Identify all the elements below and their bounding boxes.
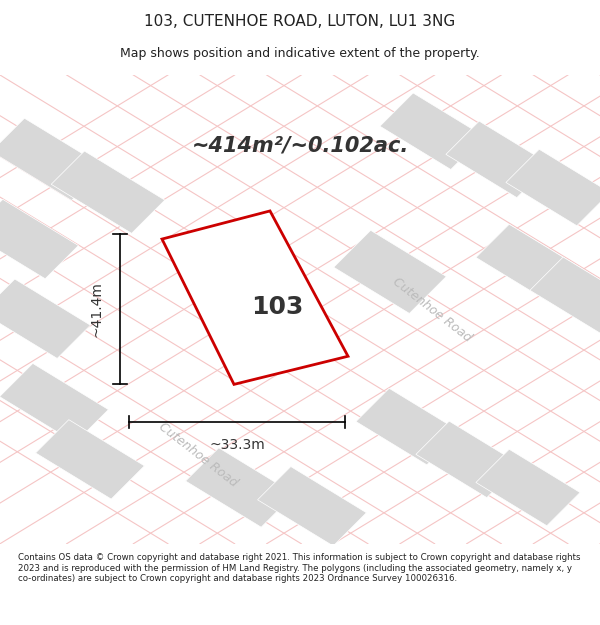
Text: ~41.4m: ~41.4m xyxy=(89,281,103,338)
Text: 103: 103 xyxy=(251,295,304,319)
Polygon shape xyxy=(530,257,600,334)
Polygon shape xyxy=(0,363,109,443)
Polygon shape xyxy=(506,149,600,226)
Polygon shape xyxy=(0,279,91,359)
Polygon shape xyxy=(185,448,295,528)
Polygon shape xyxy=(476,449,580,526)
Polygon shape xyxy=(0,118,105,201)
Polygon shape xyxy=(380,93,484,169)
Polygon shape xyxy=(162,211,348,384)
Polygon shape xyxy=(0,199,79,279)
Text: ~33.3m: ~33.3m xyxy=(209,438,265,452)
Polygon shape xyxy=(446,121,550,198)
Polygon shape xyxy=(257,466,367,546)
Polygon shape xyxy=(51,151,165,233)
Text: ~414m²/~0.102ac.: ~414m²/~0.102ac. xyxy=(191,135,409,155)
Text: Map shows position and indicative extent of the property.: Map shows position and indicative extent… xyxy=(120,48,480,61)
Text: Cutenhoe Road: Cutenhoe Road xyxy=(390,274,474,344)
Text: Cutenhoe Road: Cutenhoe Road xyxy=(156,420,240,489)
Polygon shape xyxy=(35,419,145,499)
Text: Contains OS data © Crown copyright and database right 2021. This information is : Contains OS data © Crown copyright and d… xyxy=(18,554,581,583)
Polygon shape xyxy=(416,421,520,498)
Polygon shape xyxy=(334,231,446,313)
Text: 103, CUTENHOE ROAD, LUTON, LU1 3NG: 103, CUTENHOE ROAD, LUTON, LU1 3NG xyxy=(145,14,455,29)
Polygon shape xyxy=(356,388,460,465)
Polygon shape xyxy=(476,224,580,301)
